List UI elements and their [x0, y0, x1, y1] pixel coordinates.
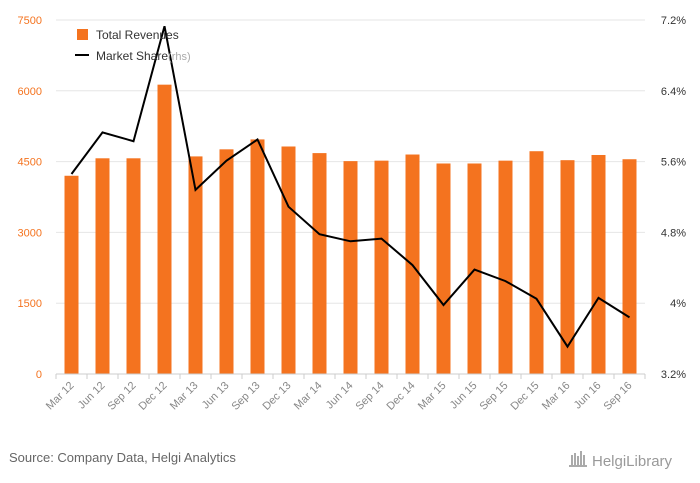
y-right-tick-label: 3.2% — [661, 369, 686, 381]
y-left-tick-label: 6000 — [18, 86, 42, 98]
bar-total-revenues — [591, 154, 606, 374]
x-tick-label: Sep 13 — [229, 380, 262, 413]
library-icon — [569, 451, 587, 467]
legend-label-rhs: (rhs) — [168, 51, 191, 63]
bar-total-revenues — [343, 161, 358, 374]
bar-total-revenues — [560, 160, 575, 374]
bar-total-revenues — [219, 149, 234, 374]
x-tick-label: Dec 14 — [384, 380, 417, 413]
y-left-tick-label: 3000 — [18, 227, 42, 239]
revenue-bars — [64, 84, 637, 374]
y-right-tick-label: 6.4% — [661, 86, 686, 98]
brand-logo: HelgiLibrary — [569, 451, 673, 470]
y-left-tick-label: 7500 — [18, 15, 42, 27]
x-tick-label: Mar 12 — [44, 380, 77, 413]
x-tick-label: Sep 12 — [105, 380, 138, 413]
bar-total-revenues — [312, 153, 327, 374]
x-tick-label: Mar 16 — [540, 380, 573, 413]
y-right-tick-label: 5.6% — [661, 157, 686, 169]
bar-total-revenues — [529, 151, 544, 374]
bar-total-revenues — [250, 139, 265, 374]
legend-label-revenues: Total Revenues — [96, 28, 179, 42]
source-note: Source: Company Data, Helgi Analytics — [9, 450, 236, 465]
market-share-line-group — [70, 25, 631, 349]
x-tick-label: Jun 16 — [572, 380, 604, 412]
x-tick-label: Mar 15 — [416, 380, 449, 413]
legend-swatch-revenues — [77, 29, 88, 40]
bar-total-revenues — [622, 159, 637, 374]
bar-total-revenues — [64, 175, 79, 374]
legend-label-market-share: Market Share — [96, 49, 168, 63]
x-tick-label: Mar 14 — [292, 380, 325, 413]
y-left-tick-label: 0 — [36, 369, 42, 381]
x-tick-label: Jun 12 — [76, 380, 108, 412]
legend: Total Revenues Market Share(rhs) — [75, 28, 191, 63]
bar-total-revenues — [95, 158, 110, 374]
x-tick-label: Dec 13 — [260, 380, 293, 413]
market-share-line — [70, 25, 631, 349]
bar-total-revenues — [498, 160, 513, 374]
legend-entry-market-share: Market Share(rhs) — [96, 49, 191, 63]
brand-name: HelgiLibrary — [592, 453, 673, 470]
y-right-tick-label: 7.2% — [661, 15, 686, 27]
x-tick-label: Sep 15 — [477, 380, 510, 413]
y-right-tick-label: 4.8% — [661, 227, 686, 239]
bar-total-revenues — [126, 158, 141, 374]
bar-total-revenues — [157, 84, 172, 374]
y-left-tick-label: 4500 — [18, 157, 42, 169]
x-tick-label: Dec 15 — [508, 380, 541, 413]
bar-total-revenues — [374, 160, 389, 374]
bar-total-revenues — [188, 156, 203, 374]
x-tick-label: Mar 13 — [168, 380, 201, 413]
x-tick-label: Jun 13 — [200, 380, 232, 412]
bar-total-revenues — [281, 146, 296, 374]
x-tick-label: Sep 16 — [601, 380, 634, 413]
x-tick-label: Jun 14 — [324, 380, 356, 412]
y-left-tick-label: 1500 — [18, 298, 42, 310]
bar-total-revenues — [436, 163, 451, 374]
x-tick-label: Dec 12 — [136, 380, 169, 413]
x-tick-label: Jun 15 — [448, 380, 480, 412]
y-right-tick-label: 4% — [670, 298, 686, 310]
x-tick-label: Sep 14 — [353, 380, 386, 413]
